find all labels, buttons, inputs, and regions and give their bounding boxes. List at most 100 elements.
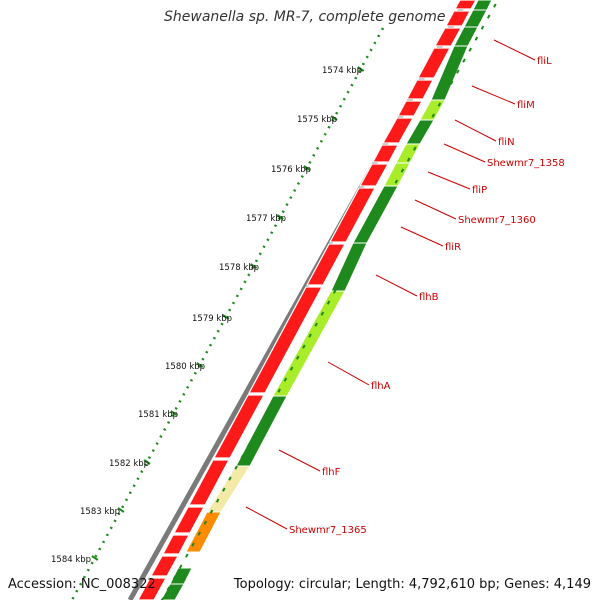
inner-tick [203, 520, 208, 525]
gene-label: fliN [498, 137, 515, 148]
scale-tick-row [91, 66, 365, 561]
scale-tick [303, 165, 311, 171]
scale-tick [357, 66, 365, 72]
gene-label: flhA [371, 381, 391, 392]
inner-tick [222, 487, 226, 492]
cds-block [305, 243, 347, 286]
inner-tick [493, 3, 497, 8]
inner-tick [178, 564, 183, 569]
inner-tick [240, 454, 245, 459]
gene-callouts [245, 39, 536, 530]
scale-tick [222, 314, 230, 320]
callout-line [443, 143, 486, 163]
inner-tick [400, 168, 405, 173]
inner-tick [326, 300, 331, 305]
cog-track [160, 0, 493, 600]
inner-tick [406, 157, 411, 162]
cds-block [149, 555, 180, 577]
cds-block [433, 27, 463, 47]
scale-label: 1579 kbp [192, 314, 232, 324]
scale-label: 1574 kbp [322, 66, 362, 76]
scale-label: 1575 kbp [297, 115, 337, 125]
inner-tick [449, 80, 454, 85]
gene-label: flhB [419, 292, 439, 303]
inner-tick [443, 91, 448, 96]
inner-tick [363, 234, 368, 239]
cds-block [328, 187, 377, 243]
inner-tick [413, 146, 417, 151]
callout-line [278, 449, 321, 472]
callout-line [471, 85, 516, 105]
scale-label: 1583 kbp [80, 507, 120, 517]
inner-tick [376, 212, 380, 217]
inner-tick [259, 421, 263, 426]
inner-tick [252, 432, 257, 437]
scale-label: 1580 kbp [165, 362, 205, 372]
inner-tick [314, 322, 318, 327]
cds-block [188, 459, 230, 506]
inner-tick [431, 113, 436, 118]
cds-block [406, 79, 434, 100]
map-title: Shewanella sp. MR-7, complete genome [162, 8, 448, 26]
inner-tick [388, 190, 392, 195]
scale-label: 1582 kbp [109, 459, 149, 469]
inner-tick [369, 223, 374, 228]
accession-label: Accession: NC_008322 [8, 577, 156, 592]
scale-tick [91, 555, 99, 561]
cds-block [358, 163, 390, 187]
inner-tick [468, 47, 472, 52]
inner-tick [172, 575, 177, 580]
scale-label: 1584 kbp [51, 555, 91, 565]
cds-block [445, 10, 471, 27]
callout-line [493, 39, 536, 61]
cog-block [383, 162, 411, 187]
scale-tick [117, 507, 125, 513]
cds-block [417, 47, 451, 79]
inner-tick [308, 333, 312, 338]
cds-block [372, 144, 399, 163]
inner-tick [339, 278, 343, 283]
inner-tick [215, 498, 220, 503]
scale-label: 1578 kbp [219, 263, 259, 273]
callout-line [414, 199, 457, 220]
callout-line [400, 226, 444, 247]
callout-line [327, 361, 370, 386]
gene-label: fliP [472, 185, 487, 196]
inner-tick [345, 267, 349, 272]
cds-block [212, 394, 266, 459]
inner-tick [271, 399, 275, 404]
inner-tick [302, 344, 306, 349]
inner-tick [295, 355, 300, 360]
inner-tick-row [160, 3, 497, 600]
inner-tick [191, 542, 195, 547]
callout-line [375, 274, 418, 297]
cds-block [397, 100, 423, 117]
callout-line [245, 506, 288, 530]
inner-tick [351, 256, 355, 261]
inner-tick [228, 476, 232, 481]
inner-tick [234, 465, 238, 470]
inner-tick [320, 311, 325, 316]
scale-tick [250, 263, 258, 269]
scale-label: 1581 kbp [138, 410, 178, 420]
scale-tick [170, 410, 178, 416]
inner-tick [265, 410, 269, 415]
scale-tick [196, 362, 204, 368]
gene-label: fliR [445, 242, 461, 253]
inner-tick [486, 14, 491, 19]
scale-label: 1577 kbp [246, 214, 286, 224]
scale-tick [143, 459, 151, 465]
cds-block [172, 506, 206, 534]
cds-block [137, 577, 168, 600]
inner-tick [246, 443, 251, 448]
inner-tick [474, 36, 479, 41]
cds-block [247, 286, 324, 394]
inner-tick [394, 179, 399, 184]
cog-block [169, 567, 193, 585]
inner-tick [462, 58, 466, 63]
callout-line [427, 171, 471, 190]
inner-tick [332, 289, 337, 294]
cog-block [160, 583, 185, 600]
inner-tick [197, 531, 201, 536]
